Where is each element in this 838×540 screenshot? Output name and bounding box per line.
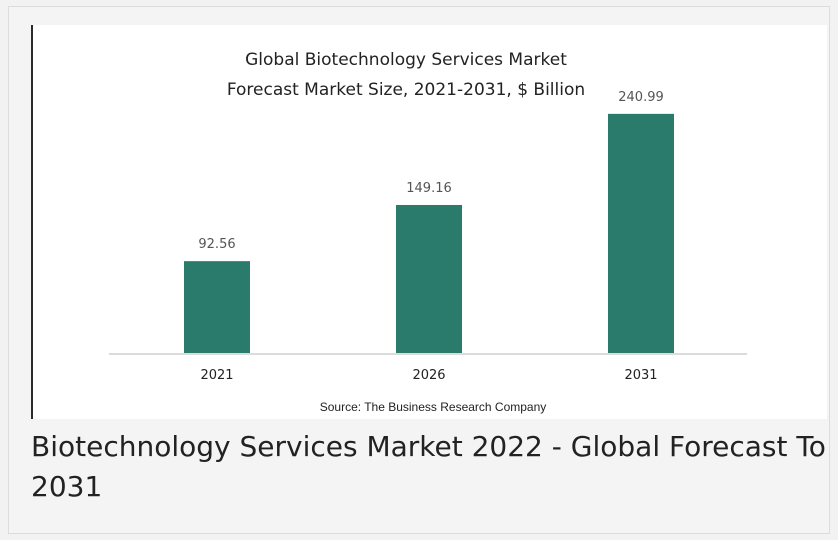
source-note: Source: The Business Research Company — [320, 400, 547, 414]
data-label-2026: 149.16 — [406, 181, 452, 196]
article-card: Global Biotechnology Services Market For… — [8, 6, 830, 534]
chart-image: Global Biotechnology Services Market For… — [31, 25, 827, 419]
x-tick-2026: 2026 — [412, 368, 445, 383]
bar-series: 92.56 149.16 240.99 — [184, 90, 674, 353]
caption-title: Biotechnology Services Market 2022 - Glo… — [31, 430, 826, 503]
bar-2031 — [608, 113, 674, 353]
bar-chart: Global Biotechnology Services Market For… — [109, 50, 747, 414]
chart-title: Global Biotechnology Services Market — [245, 50, 567, 70]
chart-subtitle: Forecast Market Size, 2021-2031, $ Billi… — [227, 80, 585, 100]
x-tick-labels: 2021 2026 2031 — [200, 368, 657, 383]
data-label-2021: 92.56 — [198, 237, 235, 252]
bar-2026 — [396, 204, 462, 353]
x-tick-2031: 2031 — [624, 368, 657, 383]
bar-2021 — [184, 261, 250, 353]
data-label-2031: 240.99 — [618, 90, 664, 105]
x-tick-2021: 2021 — [200, 368, 233, 383]
